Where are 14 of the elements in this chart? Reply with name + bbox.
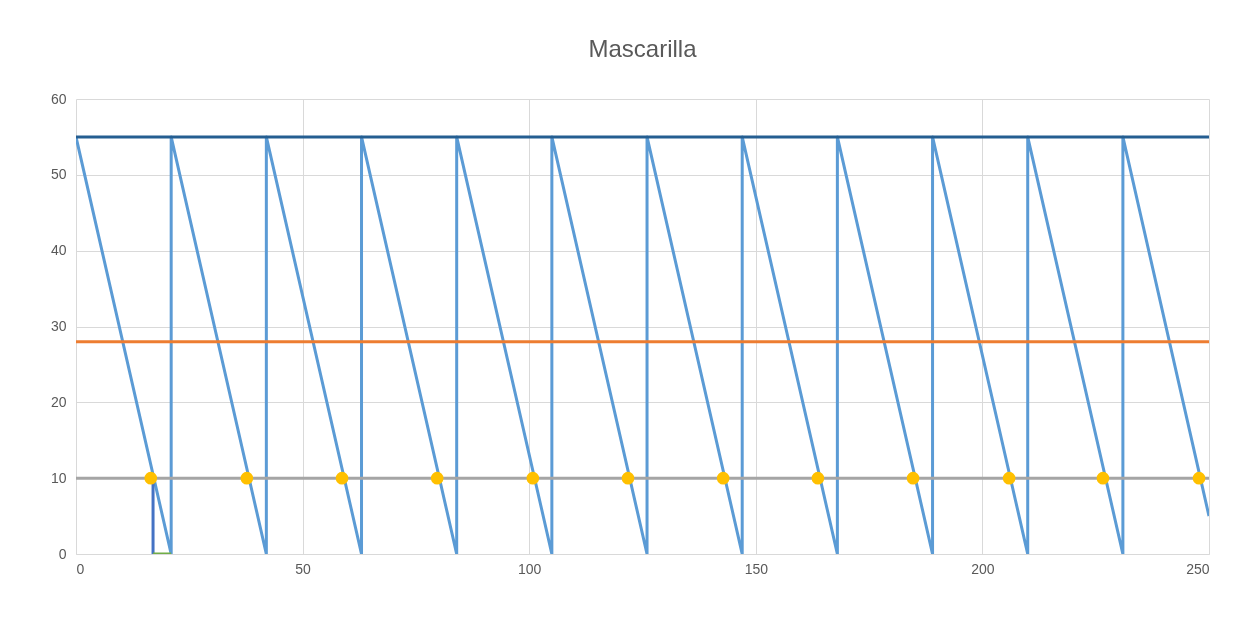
x-tick-label: 100	[518, 560, 542, 577]
y-tick-label: 40	[50, 242, 67, 259]
x-tick-label: 50	[295, 560, 312, 577]
y-tick-label: 20	[50, 393, 67, 410]
y-tick-label: 10	[50, 469, 67, 486]
y-tick-label: 50	[50, 166, 67, 183]
x-tick-label: 150	[744, 560, 769, 577]
chart-title: Mascarilla	[588, 35, 698, 62]
y-tick-label: 0	[58, 545, 67, 562]
x-tick-label: 250	[1186, 560, 1210, 577]
x-tick-label: 0	[76, 560, 85, 577]
y-tick-label: 60	[50, 90, 67, 107]
x-tick-label: 200	[971, 560, 995, 577]
y-tick-label: 30	[50, 318, 67, 334]
